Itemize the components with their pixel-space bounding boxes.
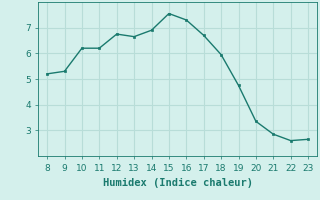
X-axis label: Humidex (Indice chaleur): Humidex (Indice chaleur): [103, 178, 252, 188]
